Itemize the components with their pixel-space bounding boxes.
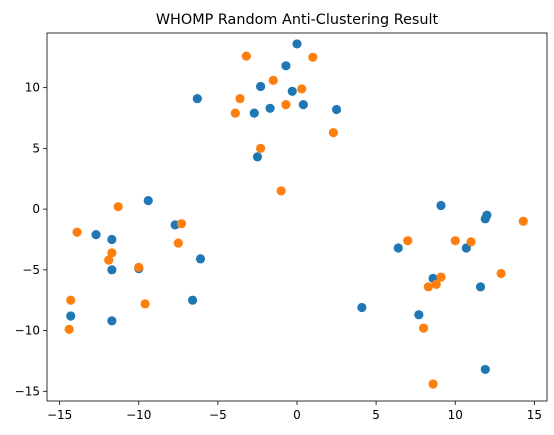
data-point-series-2 [277,186,286,195]
data-point-series-1 [107,316,116,325]
data-point-series-2 [174,239,183,248]
data-point-series-1 [476,282,485,291]
data-point-series-1 [436,201,445,210]
data-point-series-2 [107,248,116,257]
chart-title: WHOMP Random Anti-Clustering Result [156,12,439,28]
data-point-series-2 [269,76,278,85]
data-point-series-1 [188,296,197,305]
y-tick-label: −5 [22,263,40,277]
data-point-series-1 [481,365,490,374]
data-point-series-1 [394,243,403,252]
data-point-series-1 [91,230,100,239]
y-axis-ticks: −15 −10 −5 0 5 10 [15,81,47,399]
data-point-series-1 [66,311,75,320]
data-point-series-2 [466,237,475,246]
data-point-series-2 [419,324,428,333]
data-point-series-2 [281,100,290,109]
data-points [65,39,528,388]
data-point-series-2 [436,273,445,282]
data-point-series-1 [414,310,423,319]
x-tick-label: −15 [47,408,72,422]
x-tick-label: 5 [372,408,380,422]
data-point-series-2 [297,84,306,93]
data-point-series-2 [114,202,123,211]
data-point-series-2 [403,236,412,245]
data-point-series-2 [497,269,506,278]
data-point-series-2 [134,263,143,272]
data-point-series-2 [428,379,437,388]
data-point-series-1 [107,235,116,244]
data-point-series-1 [107,265,116,274]
data-point-series-1 [266,104,275,113]
data-point-series-1 [482,211,491,220]
x-tick-label: 15 [527,408,542,422]
x-tick-label: −5 [209,408,227,422]
y-tick-label: −15 [15,384,40,398]
data-point-series-1 [256,82,265,91]
data-point-series-1 [292,39,301,48]
data-point-series-1 [357,303,366,312]
x-axis-ticks: −15 −10 −5 0 5 10 15 [47,401,542,422]
data-point-series-1 [288,87,297,96]
data-point-series-2 [65,325,74,334]
data-point-series-2 [231,109,240,118]
data-point-series-1 [196,254,205,263]
data-point-series-2 [72,228,81,237]
data-point-series-2 [424,282,433,291]
data-point-series-1 [250,109,259,118]
y-tick-label: −10 [15,324,40,338]
data-point-series-2 [308,53,317,62]
data-point-series-1 [281,61,290,70]
x-tick-label: 10 [448,408,463,422]
y-tick-label: 10 [25,81,40,95]
x-tick-label: 0 [293,408,301,422]
plot-area-frame [47,33,547,401]
data-point-series-1 [299,100,308,109]
data-point-series-1 [332,105,341,114]
data-point-series-2 [256,144,265,153]
data-point-series-1 [253,152,262,161]
y-tick-label: 0 [32,202,40,216]
x-tick-label: −10 [126,408,151,422]
data-point-series-2 [141,299,150,308]
data-point-series-2 [235,94,244,103]
data-point-series-2 [242,51,251,60]
data-point-series-1 [193,94,202,103]
y-tick-label: 5 [32,141,40,155]
data-point-series-2 [519,217,528,226]
data-point-series-2 [66,296,75,305]
data-point-series-2 [451,236,460,245]
data-point-series-2 [329,128,338,137]
data-point-series-1 [144,196,153,205]
data-point-series-2 [177,219,186,228]
